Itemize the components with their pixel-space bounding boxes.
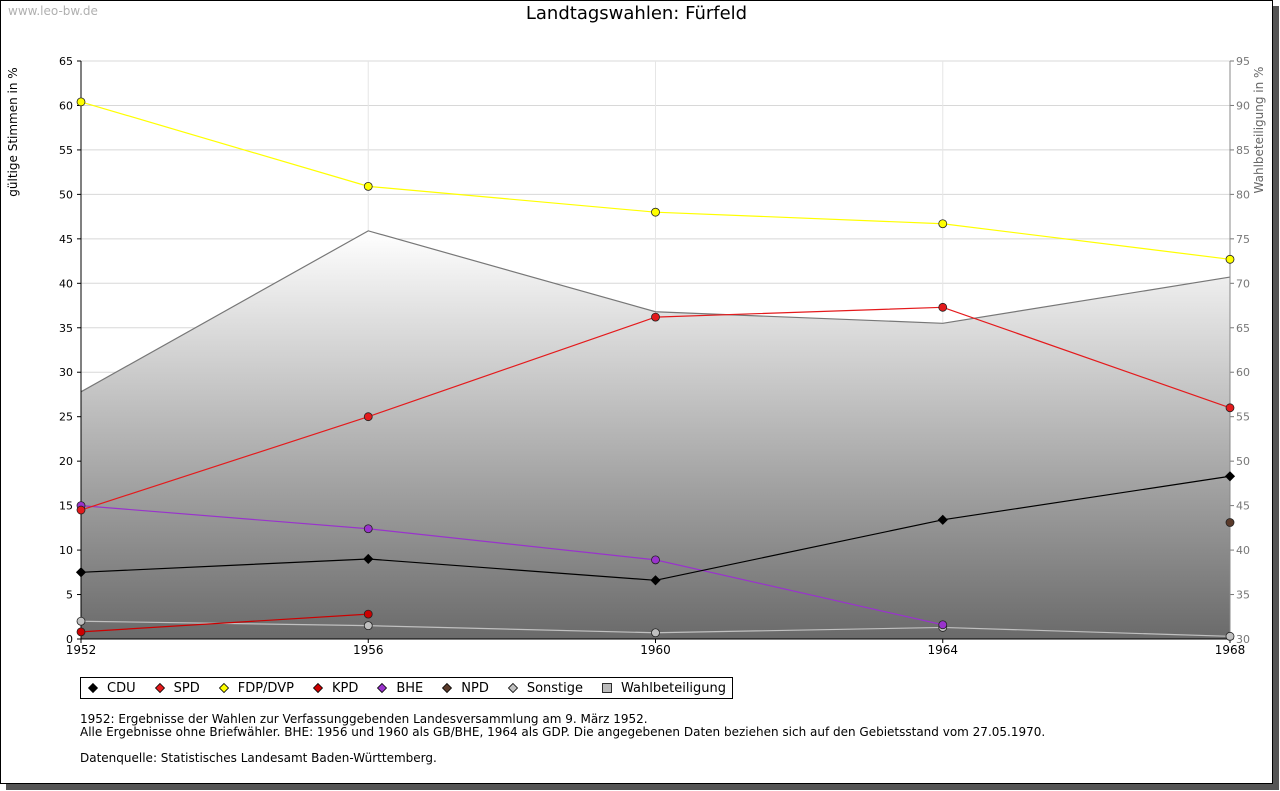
series-markers	[75, 97, 1236, 641]
y2-tick-label: 80	[1236, 188, 1250, 201]
legend-item-kpd: KPD	[312, 681, 358, 696]
turnout-line	[80, 230, 1231, 393]
y-tick-label: 0	[66, 633, 73, 646]
marker-cdu	[650, 575, 661, 586]
chart-legend: CDU SPD FDP/DVP KPD BHE NPD Sonstige Wahlbeteil…	[80, 677, 734, 699]
y-tick-label: 35	[59, 322, 73, 335]
legend-item-cdu: CDU	[87, 681, 136, 696]
y-tick-label: 15	[59, 500, 73, 513]
marker-kpd	[76, 627, 86, 637]
y2-tick-label: 40	[1236, 544, 1250, 557]
marker-cdu	[363, 553, 374, 565]
y2-tick-label: 35	[1236, 589, 1250, 602]
legend-item-fdp-dvp: FDP/DVP	[218, 681, 294, 696]
marker-spd	[651, 312, 660, 322]
marker-sonstige	[1225, 631, 1235, 641]
marker-spd	[938, 302, 948, 312]
x-tick-label: 1960	[640, 643, 671, 657]
y2-tick-label: 45	[1236, 500, 1250, 513]
legend-swatch	[507, 682, 518, 694]
data-source: Datenquelle: Statistisches Landesamt Bad…	[80, 751, 437, 765]
x-tick-label: 1964	[927, 643, 958, 657]
legend-swatch	[377, 682, 388, 694]
marker-spd	[363, 412, 373, 422]
marker-cdu	[1224, 471, 1236, 482]
x-tick-label: 1956	[353, 643, 384, 657]
y-tick-label: 50	[59, 188, 73, 201]
marker-bhe	[938, 620, 948, 630]
y-tick-label: 65	[59, 55, 73, 68]
y-tick-label: 40	[59, 277, 73, 290]
legend-item-bhe: BHE	[376, 681, 423, 696]
y-tick-label: 45	[59, 233, 73, 246]
y2-tick-label: 75	[1236, 233, 1250, 246]
footnote-2: Alle Ergebnisse ohne Briefwähler. BHE: 1…	[80, 725, 1046, 739]
legend-label: NPD	[461, 680, 489, 696]
axes: 0 5 10 15 20 25 30 35 40 45 50 55 60 65 30 35 40 45 50 55 60…	[59, 55, 1250, 657]
y-tick-label: 55	[59, 144, 73, 157]
y2-tick-label: 60	[1236, 366, 1250, 379]
legend-item-spd: SPD	[154, 681, 200, 696]
footnote-1: 1952: Ergebnisse der Wahlen zur Verfassu…	[80, 712, 648, 726]
series-line-kpd	[80, 613, 369, 633]
legend-swatch	[312, 682, 324, 694]
marker-spd	[1225, 403, 1235, 413]
marker-bhe	[651, 555, 660, 565]
marker-kpd	[363, 609, 373, 619]
y2-axis-label: Wahlbeteiligung in %	[1252, 67, 1266, 194]
y2-tick-label: 70	[1236, 277, 1250, 290]
y-tick-label: 5	[66, 589, 73, 602]
turnout-area	[80, 230, 1231, 639]
marker-cdu	[75, 567, 87, 578]
legend-label: Wahlbeteiligung	[621, 680, 727, 696]
watermark: www.leo-bw.de	[8, 4, 98, 18]
marker-cdu	[937, 514, 948, 525]
marker-spd	[76, 505, 86, 515]
y-tick-label: 25	[59, 411, 73, 424]
y-tick-label: 30	[59, 366, 73, 379]
y-axis-label: gültige Stimmen in %	[6, 67, 20, 196]
marker-fdp-dvp	[1225, 254, 1235, 264]
y-tick-label: 20	[59, 455, 73, 468]
legend-label: FDP/DVP	[237, 680, 294, 696]
chart-plot: 0 5 10 15 20 25 30 35 40 45 50 55 60 65 30 35 40 45 50 55 60…	[6, 55, 1266, 657]
legend-label: BHE	[396, 680, 424, 696]
y2-tick-label: 55	[1236, 411, 1250, 424]
marker-sonstige	[651, 628, 660, 638]
marker-fdp-dvp	[938, 219, 948, 229]
x-tick-label: 1968	[1215, 643, 1246, 657]
y2-tick-label: 65	[1236, 322, 1250, 335]
marker-fdp-dvp	[363, 181, 373, 191]
legend-item-wahlbeteiligung: Wahlbeteiligung	[601, 681, 726, 696]
marker-sonstige	[363, 621, 373, 631]
chart-title: Landtagswahlen: Fürfeld	[525, 3, 748, 24]
legend-item-sonstige: Sonstige	[507, 681, 583, 696]
series-line-bhe	[80, 505, 943, 626]
legend-swatch	[602, 683, 612, 693]
marker-bhe	[363, 524, 373, 534]
legend-label: CDU	[107, 680, 136, 696]
marker-fdp-dvp	[76, 97, 86, 107]
marker-npd	[1225, 518, 1235, 527]
y2-tick-label: 95	[1236, 55, 1250, 68]
y2-tick-label: 90	[1236, 99, 1250, 112]
marker-fdp-dvp	[651, 207, 660, 217]
turnout-area-fill	[81, 230, 1230, 639]
legend-label: Sonstige	[526, 680, 584, 696]
legend-label: KPD	[331, 680, 359, 696]
y-tick-label: 60	[59, 99, 73, 112]
legend-item-npd: NPD	[441, 681, 489, 696]
legend-swatch	[87, 682, 99, 694]
marker-sonstige	[76, 616, 86, 626]
y2-tick-label: 30	[1236, 633, 1250, 646]
footnotes: 1952: Ergebnisse der Wahlen zur Verfassu…	[80, 713, 1045, 765]
y-tick-label: 10	[59, 544, 73, 557]
legend-swatch	[154, 682, 165, 694]
x-tick-label: 1952	[66, 643, 97, 657]
legend-label: SPD	[173, 680, 200, 696]
legend-swatch	[442, 682, 453, 694]
legend-swatch	[218, 682, 229, 694]
y2-tick-label: 85	[1236, 144, 1250, 157]
y2-tick-label: 50	[1236, 455, 1250, 468]
